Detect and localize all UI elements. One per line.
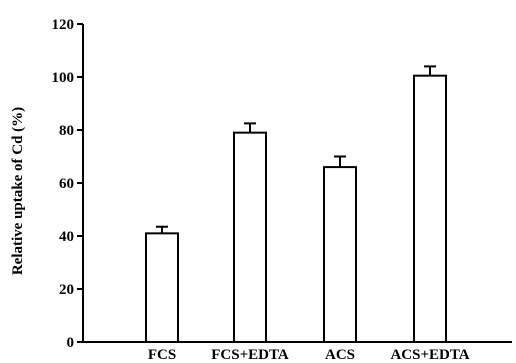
x-tick-label: FCS+EDTA <box>211 347 289 363</box>
bar <box>413 74 447 344</box>
x-tick-label: FCS <box>148 347 176 363</box>
y-tick-label: 0 <box>67 335 75 351</box>
x-tick-labels: FCS FCS+EDTA ACS ACS+EDTA <box>148 347 470 363</box>
y-tick-label: 120 <box>52 17 75 33</box>
bar <box>323 166 357 343</box>
y-tick-labels: 0 20 40 60 80 100 120 <box>52 17 75 351</box>
y-tick-label: 60 <box>59 176 74 192</box>
y-tick-label: 100 <box>52 70 75 86</box>
bar <box>145 232 179 344</box>
y-tick-label: 80 <box>59 123 74 139</box>
x-tick-label: ACS+EDTA <box>390 347 469 363</box>
y-axis-title: Relative uptake of Cd (%) <box>10 107 26 275</box>
x-tick-label: ACS <box>325 347 355 363</box>
y-tick-label: 20 <box>59 282 74 298</box>
y-tick-label: 40 <box>59 229 74 245</box>
bar <box>233 131 267 343</box>
chart-bars <box>145 65 447 344</box>
